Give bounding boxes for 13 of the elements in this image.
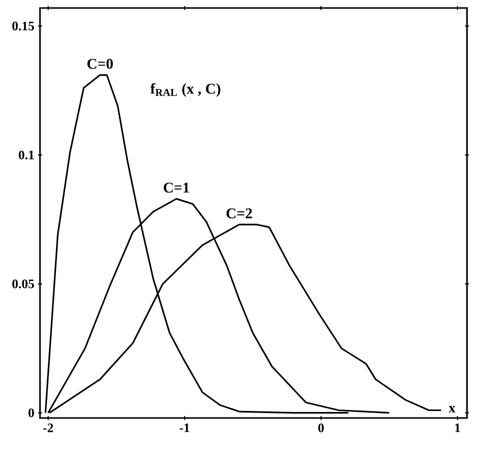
x-tick-label: -2: [43, 424, 54, 432]
series-label: C=0: [87, 58, 113, 69]
x-tick-label: 1: [455, 424, 460, 432]
y-tick-label: 0.15: [12, 22, 34, 30]
x-axis-title: x: [448, 406, 456, 412]
y-tick-label: 0: [28, 408, 34, 418]
series-label: C=2: [226, 208, 252, 218]
y-tick-label: 0.05: [12, 280, 34, 288]
annotation: f$_{RAL}$ (x , C): [150, 83, 220, 97]
y-tick-label: 0.1: [18, 150, 34, 160]
x-tick-label: -1: [180, 424, 190, 432]
series-label: C=1: [164, 182, 190, 193]
x-tick-label: 0: [318, 424, 324, 432]
